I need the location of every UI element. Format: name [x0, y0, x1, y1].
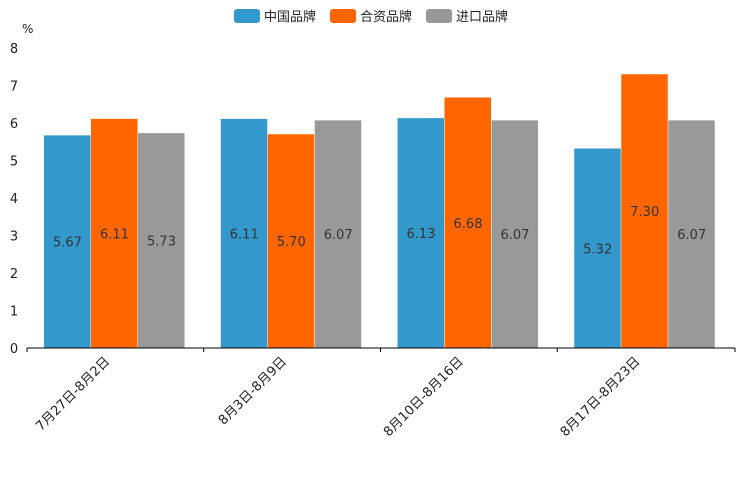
legend-swatch-2 [426, 9, 452, 23]
y-tick-label: 5 [10, 155, 18, 170]
bar-value-label: 6.07 [501, 228, 530, 243]
y-tick-label: 3 [10, 230, 18, 245]
bar-2-1 [444, 97, 491, 348]
bar-value-label: 7.30 [630, 205, 659, 220]
bar-0-2 [138, 133, 185, 348]
bar-1-1 [267, 134, 315, 348]
bar-1-2 [314, 120, 362, 348]
bar-value-label: 6.13 [407, 227, 436, 242]
y-tick-label: 4 [10, 192, 18, 207]
y-tick-label: 7 [10, 80, 18, 95]
bar-value-label: 6.07 [324, 228, 353, 243]
bar-1-0 [220, 118, 268, 348]
bar-value-label: 6.11 [230, 227, 259, 242]
y-tick-label: 2 [10, 267, 18, 282]
legend-label-2: 进口品牌 [456, 9, 508, 25]
legend-label-1: 合资品牌 [360, 9, 412, 25]
bar-value-label: 6.07 [677, 228, 706, 243]
bar-2-2 [491, 120, 538, 348]
x-tick-label: 8月17日-8月23日 [558, 354, 644, 440]
bar-value-label: 5.70 [277, 235, 306, 250]
x-tick-label: 8月3日-8月9日 [216, 354, 290, 428]
bar-group: 5.67 6.11 5.73 6.11 5.70 6.07 6.13 6.68 6.07 5.32… [44, 74, 715, 348]
legend-swatch-0 [234, 9, 260, 23]
bar-3-1 [621, 74, 668, 348]
chart-legend: 中国品牌 合资品牌 进口品牌 [234, 9, 508, 25]
legend-swatch-1 [330, 9, 356, 23]
y-tick-label: 1 [10, 305, 18, 320]
x-tick-label: 8月10日-8月16日 [381, 354, 467, 440]
y-axis-unit-label: % [22, 22, 33, 36]
y-tick-label: 0 [10, 342, 18, 357]
y-tick-label: 6 [10, 117, 18, 132]
x-axis: 7月27日-8月2日 8月3日-8月9日 8月10日-8月16日 8月17日-8月23… [26, 347, 736, 440]
bar-value-label: 6.68 [454, 217, 483, 232]
legend-label-0: 中国品牌 [264, 9, 316, 25]
x-tick-label: 7月27日-8月2日 [33, 354, 113, 434]
bar-2-0 [397, 118, 444, 348]
bar-value-label: 5.32 [583, 242, 612, 257]
y-axis: 0 1 2 3 4 5 6 7 8 [10, 42, 18, 357]
bar-value-label: 5.73 [147, 235, 176, 250]
bar-value-label: 6.11 [100, 227, 129, 242]
bar-0-0 [44, 135, 91, 348]
y-tick-label: 8 [10, 42, 18, 57]
bar-3-2 [668, 120, 715, 348]
bar-3-0 [574, 148, 621, 348]
bar-value-label: 5.67 [53, 236, 82, 251]
bar-0-1 [91, 118, 138, 348]
